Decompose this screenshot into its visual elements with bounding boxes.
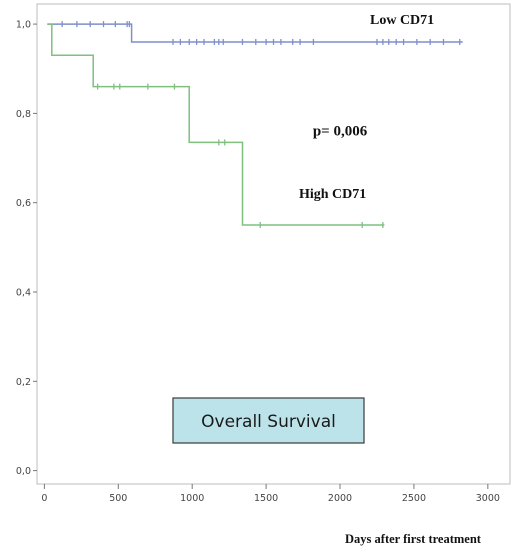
y-tick-label: 0,4 <box>16 288 31 299</box>
overall-survival-box: Overall Survival <box>172 397 365 444</box>
x-tick-label: 2000 <box>328 493 352 504</box>
inset-label-text: Overall Survival <box>201 412 336 432</box>
annotation-p-0-006: p= 0,006 <box>313 124 368 140</box>
series-layer <box>47 21 463 229</box>
annotation-high-cd71: High CD71 <box>299 187 366 202</box>
y-tick-label: 0,2 <box>16 377 31 388</box>
inset-label-box <box>172 397 365 444</box>
x-tick-label: 1000 <box>180 493 204 504</box>
series-line-low-cd71 <box>47 23 463 43</box>
y-axis: 0,0 0,2 0,4 0,6 0,8 1,0 <box>16 20 37 477</box>
annotation-layer: Low CD71 p= 0,006 High CD71 <box>299 13 434 202</box>
annotation-low-cd71: Low CD71 <box>370 13 434 28</box>
series-line-high-cd71 <box>47 23 385 226</box>
series-high-cd71 <box>47 23 385 229</box>
x-axis: 0 500 1000 1500 2000 2500 3000 <box>41 484 500 504</box>
series-low-cd71 <box>47 21 463 45</box>
x-axis-label: Days after first treatment <box>345 532 482 546</box>
x-tick-label: 2500 <box>402 493 426 504</box>
x-tick-label: 500 <box>109 493 127 504</box>
x-tick-label: 0 <box>41 493 47 504</box>
y-tick-label: 0,0 <box>16 466 31 477</box>
x-tick-label: 3000 <box>476 493 500 504</box>
y-tick-label: 1,0 <box>16 20 31 31</box>
y-tick-label: 0,6 <box>16 198 31 209</box>
x-tick-label: 1500 <box>254 493 278 504</box>
y-tick-label: 0,8 <box>16 109 31 120</box>
